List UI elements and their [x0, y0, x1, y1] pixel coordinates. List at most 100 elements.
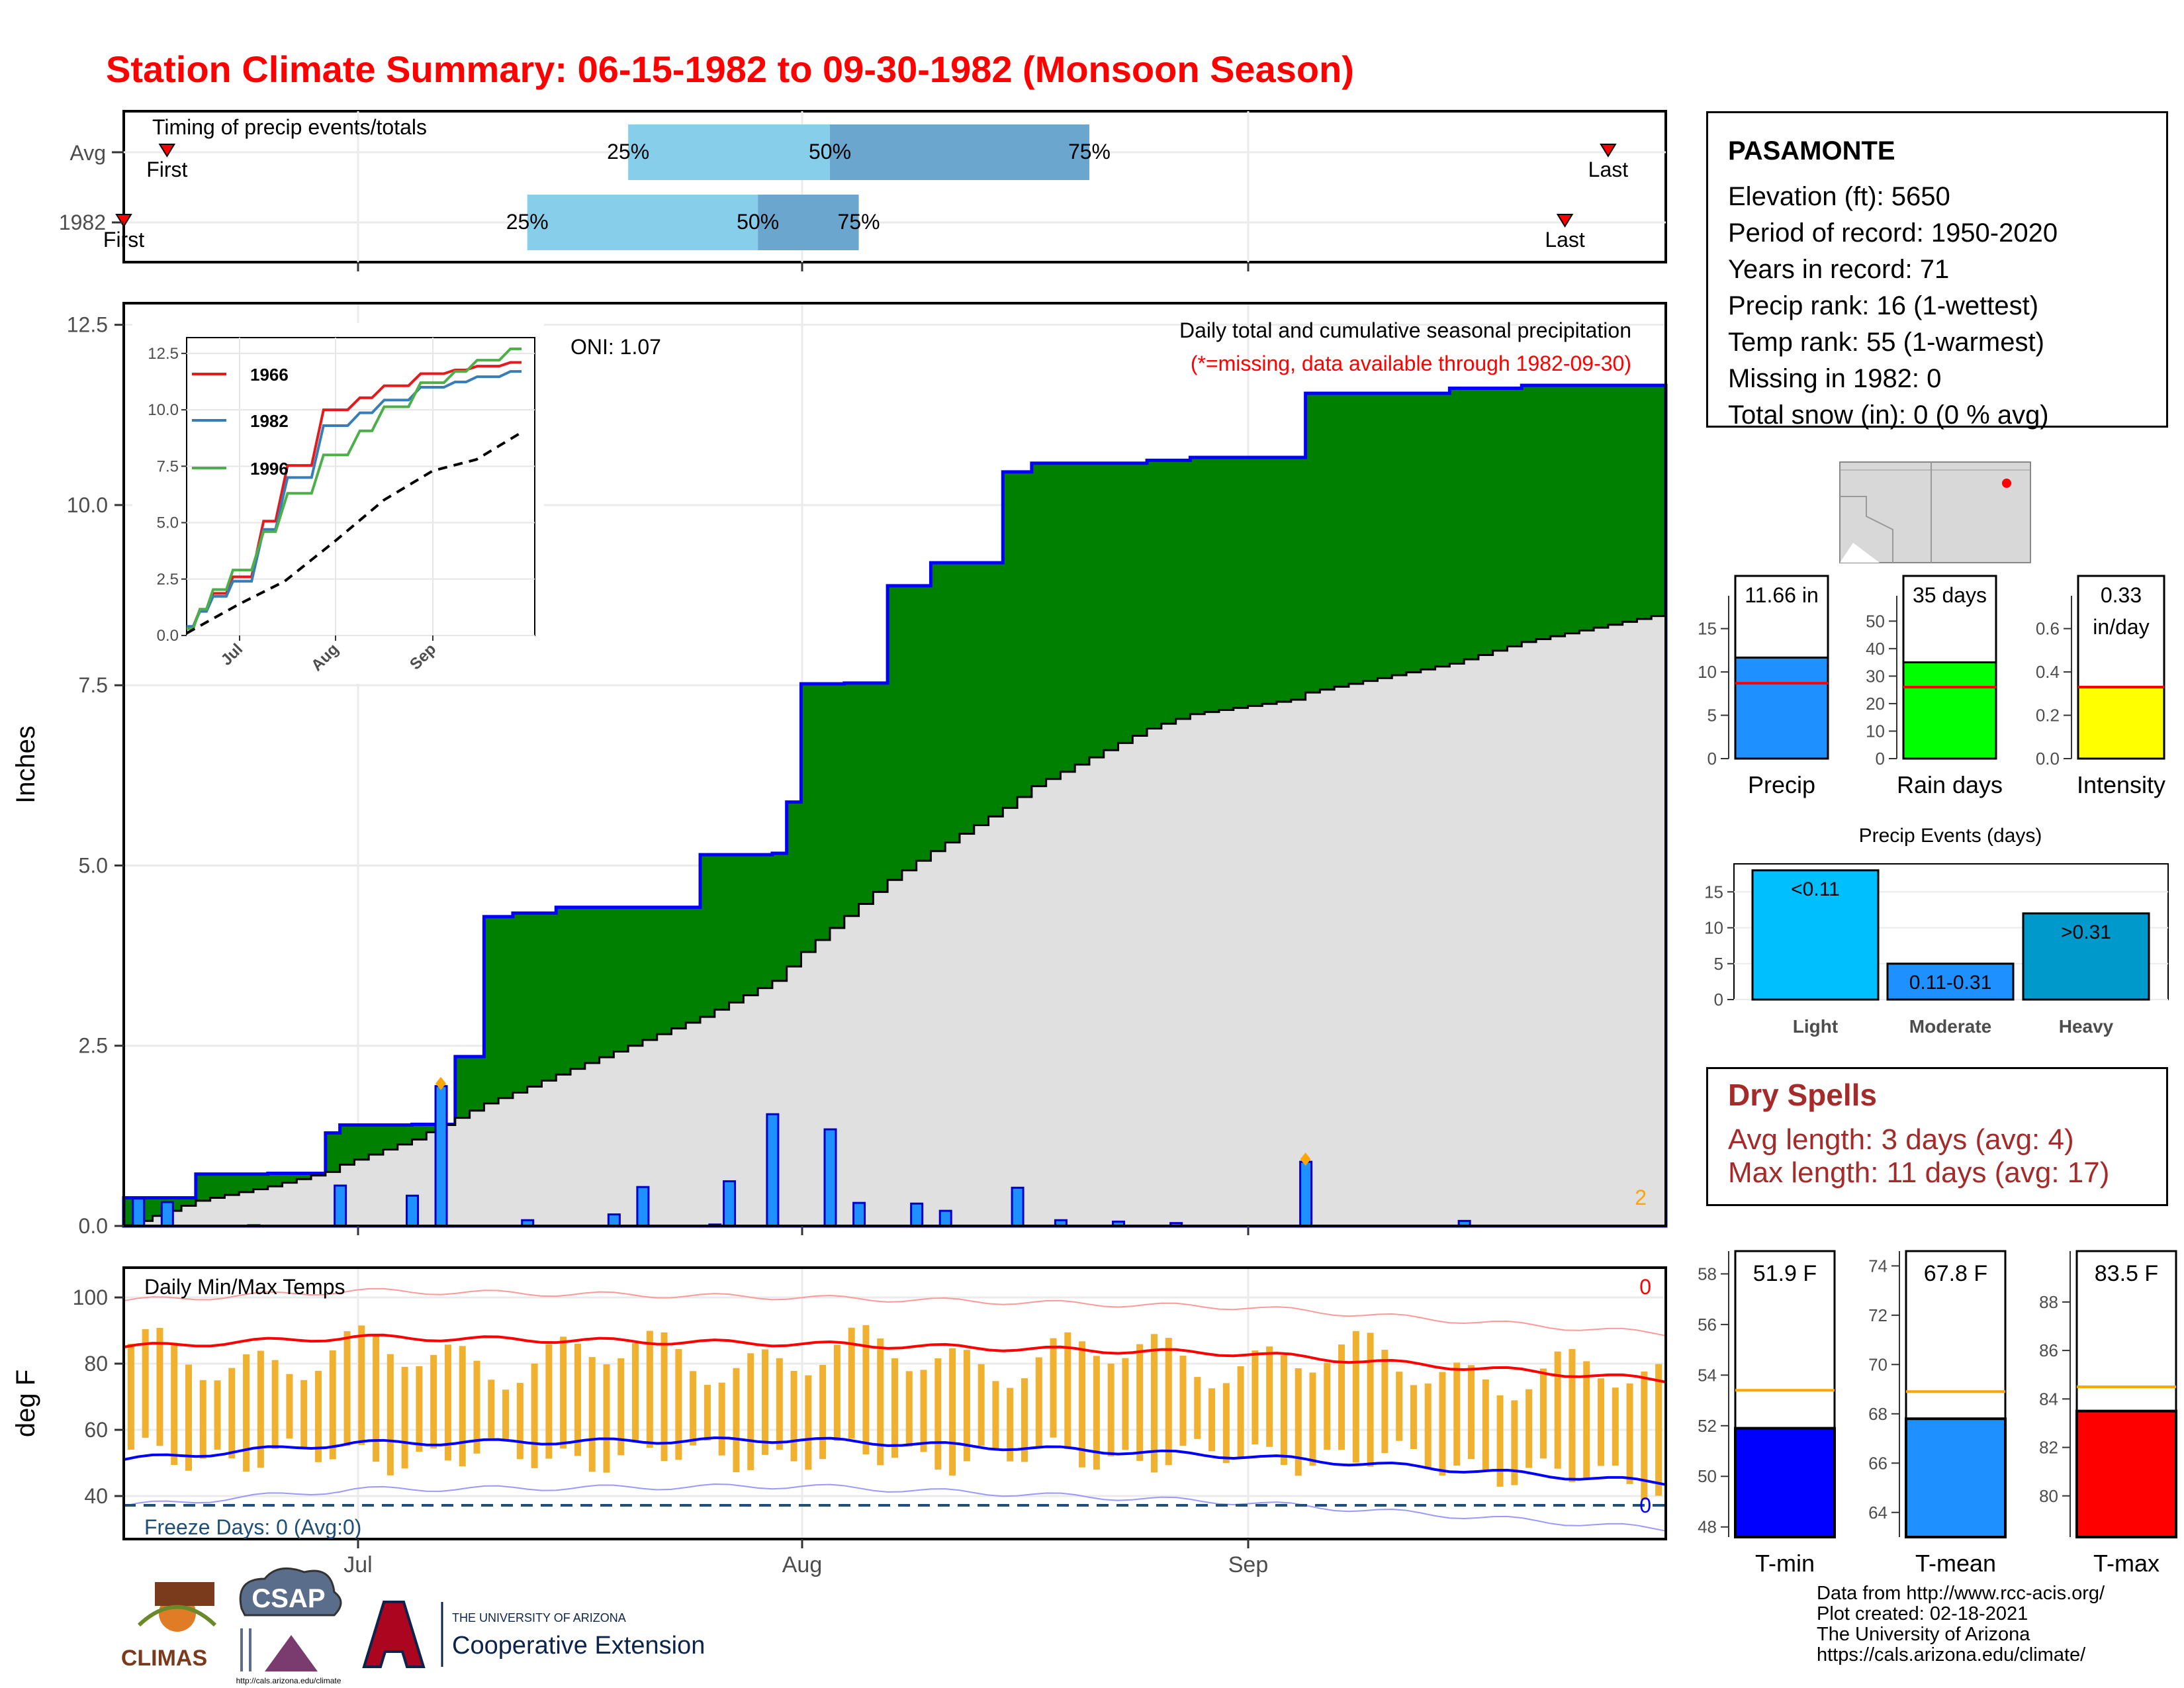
daily-temp-range	[127, 1344, 134, 1450]
legend-1966: 1966	[250, 365, 289, 385]
legend-1982: 1982	[250, 411, 289, 431]
precip-y-label: Inches	[11, 726, 40, 804]
daily-temp-range	[1539, 1368, 1547, 1459]
mini-value-unit: in/day	[2093, 615, 2149, 639]
temp-mini-value: 67.8 F	[1924, 1261, 1987, 1286]
daily-precip-bar	[434, 1085, 448, 1227]
temp-mini-y-tick: 74	[1868, 1256, 1888, 1276]
daily-temp-range	[805, 1375, 812, 1470]
events-bar-label: 0.11-0.31	[1909, 972, 1992, 994]
timing-pct-label: 25%	[607, 140, 649, 164]
avg-max-line	[123, 1333, 1666, 1383]
daily-temp-range	[1641, 1371, 1648, 1500]
mini-bar	[1902, 661, 1997, 760]
daily-temp-range	[516, 1383, 523, 1460]
daily-temp-range	[560, 1336, 567, 1449]
timing-bar-25-50	[628, 124, 831, 180]
daily-temp-range	[142, 1329, 149, 1438]
inset-y-tick: 7.5	[157, 457, 179, 475]
daily-temp-range	[646, 1331, 653, 1448]
mini-y-tick: 30	[1866, 666, 1885, 686]
rain-days-panel: 0 10 20 30 40 50 35 days Rain days	[1866, 575, 2003, 798]
temp-mini-y-tick: 82	[2039, 1438, 2058, 1458]
daily-temp-range	[1150, 1334, 1158, 1473]
temp-plot-frame	[122, 1266, 1667, 1540]
daily-temp-range	[862, 1325, 870, 1455]
station-marker	[2002, 479, 2011, 488]
daily-temp-range	[488, 1380, 495, 1438]
mini-y-tick: 50	[1866, 611, 1885, 631]
daily-temp-range	[1208, 1388, 1216, 1452]
daily-temp-range	[1266, 1346, 1273, 1447]
mini-value: 0.33	[2101, 583, 2142, 607]
daily-precip-bar	[852, 1201, 866, 1227]
precip-panel: 0.0 2.5 5.0 7.5 10.0 12.5 Inches ONI: 1.07 Da…	[11, 302, 1668, 1238]
first-event-marker	[115, 214, 132, 228]
temp-mini-label: T-max	[2093, 1550, 2160, 1577]
timing-row-avg-label: Avg	[69, 141, 106, 165]
daily-temp-range	[632, 1342, 639, 1442]
daily-precip-bar	[723, 1180, 737, 1227]
temp-mini-y-tick: 50	[1698, 1466, 1717, 1486]
record-marker	[1300, 1152, 1311, 1166]
events-category: Heavy	[2059, 1016, 2114, 1037]
mini-y-tick: 0	[1707, 749, 1717, 769]
events-bar-label: <0.11	[1791, 878, 1840, 900]
station-missing: Missing in 1982: 0	[1728, 364, 1942, 393]
daily-temp-range	[819, 1364, 827, 1460]
temp-y-tick: 40	[84, 1484, 108, 1508]
csap-url: http://cals.arizona.edu/climate	[236, 1676, 341, 1685]
x-tick-aug: Aug	[782, 1552, 823, 1577]
footer-credits: Data from http://www.rcc-acis.org/ Plot …	[1817, 1583, 2105, 1665]
station-info-box: PASAMONTE Elevation (ft): 5650 Period of…	[1706, 111, 2168, 430]
daily-temp-range	[1295, 1368, 1302, 1476]
daily-temp-range	[603, 1364, 610, 1473]
temp-y-tick: 100	[73, 1286, 108, 1309]
daily-temp-range	[1482, 1379, 1489, 1471]
daily-temp-range	[1021, 1378, 1028, 1462]
mini-y-tick: 0.2	[2036, 706, 2060, 726]
daily-temp-range	[963, 1350, 970, 1462]
daily-temp-range	[1396, 1372, 1403, 1441]
ua-logo: THE UNIVERSITY OF ARIZONA Cooperative Ex…	[362, 1601, 705, 1668]
mini-y-tick: 0.4	[2036, 662, 2060, 682]
daily-temp-range	[1179, 1355, 1187, 1446]
daily-temp-range	[430, 1354, 437, 1449]
timing-pct-label: 25%	[506, 210, 549, 234]
daily-temp-range	[733, 1368, 740, 1473]
temp-mini-y-tick: 70	[1868, 1354, 1888, 1374]
tmin-panel: 48 50 52 54 56 58 51.9 F T-min	[1698, 1250, 1836, 1577]
inset-y-tick: 12.5	[148, 345, 179, 363]
daily-temp-range	[444, 1344, 451, 1461]
events-y-tick: 15	[1704, 882, 1723, 902]
temp-y-label: deg F	[11, 1370, 40, 1437]
temp-mini-value: 51.9 F	[1753, 1261, 1817, 1286]
daily-temp-range	[1079, 1341, 1086, 1468]
daily-temp-range	[1107, 1363, 1115, 1457]
daily-temp-range	[1352, 1331, 1359, 1463]
daily-temp-range	[1655, 1364, 1662, 1496]
record-max-line	[123, 1288, 1666, 1336]
climas-logo: CLIMAS	[121, 1582, 217, 1671]
temp-y-tick: 60	[84, 1418, 108, 1442]
events-y-tick: 0	[1714, 990, 1723, 1009]
oni-label: ONI: 1.07	[570, 335, 661, 359]
location-map	[1839, 461, 2031, 563]
mini-bar	[1734, 656, 1829, 760]
daily-precip-bar	[132, 1197, 146, 1227]
daily-temp-range	[877, 1338, 884, 1466]
daily-temp-range	[545, 1344, 553, 1459]
timing-title: Timing of precip events/totals	[152, 115, 427, 139]
timing-panel: 25% 50% 75% First Last 25% 50% 75% First Last Tim…	[59, 110, 1667, 271]
events-y-tick: 5	[1714, 954, 1723, 974]
mini-label: Precip	[1748, 771, 1815, 798]
daily-precip-bar	[823, 1128, 837, 1227]
station-years: Years in record: 71	[1728, 255, 1950, 284]
daily-precip-bar	[334, 1184, 347, 1227]
last-event-label: Last	[1545, 228, 1585, 252]
precip-total-panel: 0 5 10 15 11.66 in Precip	[1698, 575, 1829, 798]
daily-temp-range	[1165, 1338, 1172, 1466]
station-name: PASAMONTE	[1728, 136, 1895, 165]
